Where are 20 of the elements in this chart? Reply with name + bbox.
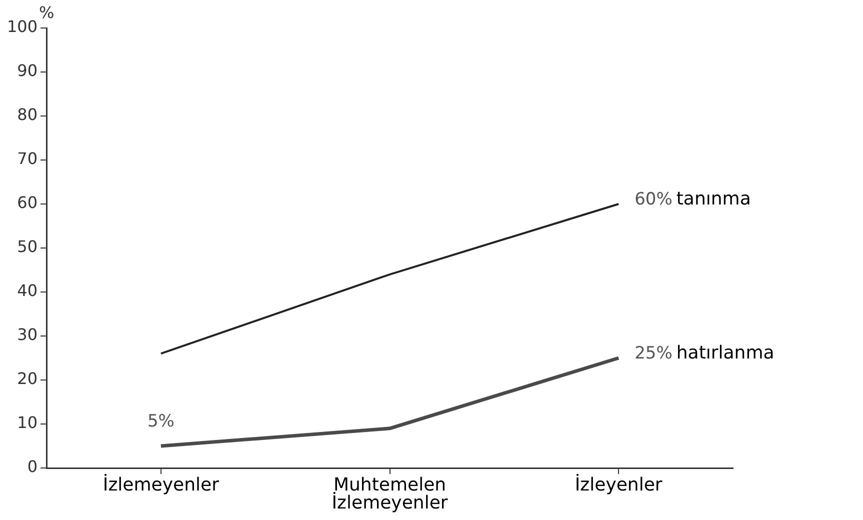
- y-tick-label: 40: [17, 281, 38, 300]
- y-tick-label: 90: [17, 61, 38, 80]
- y-axis-title: %: [38, 3, 54, 22]
- y-tick-label: 100: [6, 17, 38, 36]
- data-label: 60%: [634, 189, 672, 210]
- text: hatırlanma: [676, 342, 774, 364]
- y-tick-label: 50: [17, 237, 38, 256]
- y-tick-label: 30: [17, 325, 38, 344]
- y-tick-label: 70: [17, 149, 38, 168]
- y-tick-label: 10: [17, 413, 38, 432]
- y-tick-label: 0: [27, 457, 38, 476]
- x-tick-label: İzleyenler: [574, 474, 663, 496]
- data-label: 25%: [634, 343, 672, 364]
- y-tick-label: 80: [17, 105, 38, 124]
- data-label: 5%: [147, 411, 174, 432]
- y-tick-label: 60: [17, 193, 38, 212]
- x-tick-label: Muhtemelen İzlemeyenler: [332, 474, 448, 514]
- x-tick-label: İzlemeyenler: [102, 474, 220, 496]
- text: tanınma: [676, 188, 751, 210]
- y-tick-label: 20: [17, 369, 38, 388]
